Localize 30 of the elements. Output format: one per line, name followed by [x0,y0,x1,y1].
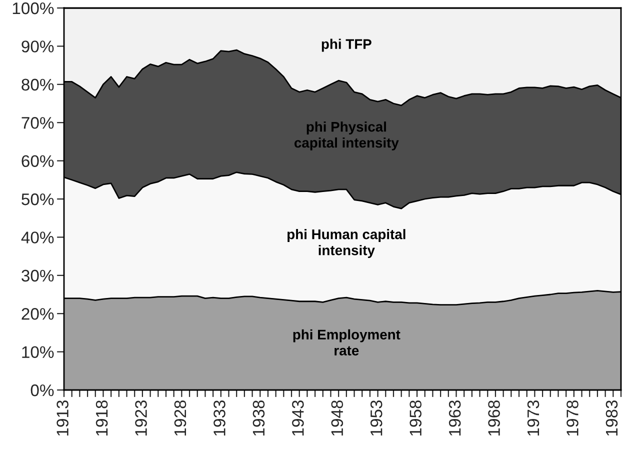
series-label: phi Employment rate [293,329,400,356]
x-tick-label: 1923 [135,400,147,436]
y-tick-label: 80% [22,78,54,91]
x-tick-label: 1938 [252,400,265,436]
x-tick-label: 1948 [331,400,344,436]
x-tick-label: 1953 [370,400,382,436]
x-tick-label: 1913 [56,400,68,436]
x-tick-label: 1978 [566,400,578,436]
x-tick-label: 1958 [410,400,422,436]
x-tick-label: 1943 [292,400,304,436]
y-tick-label: 60% [22,155,54,168]
x-tick-label: 1973 [527,400,540,436]
series-label: phi TFP [322,38,372,52]
x-tick-label: 1933 [214,400,226,436]
y-tick-label: 30% [22,270,54,282]
x-tick-label: 1963 [448,400,461,436]
series-label: phi Physical capital intensity [294,122,399,150]
x-tick-label: 1983 [606,400,618,436]
y-tick-label: 20% [22,308,54,320]
x-tick-label: 1928 [174,400,186,436]
y-tick-label: 90% [22,40,54,52]
y-tick-label: 100% [12,2,54,14]
x-tick-label: 1968 [488,400,500,436]
x-tick-label: 1918 [96,400,108,436]
series-label: phi Human capital intensity [288,229,406,258]
y-tick-label: 50% [22,193,54,206]
y-tick-label: 0% [30,384,54,396]
y-tick-label: 70% [22,117,54,129]
y-tick-label: 10% [22,346,54,358]
y-tick-label: 40% [21,232,54,244]
